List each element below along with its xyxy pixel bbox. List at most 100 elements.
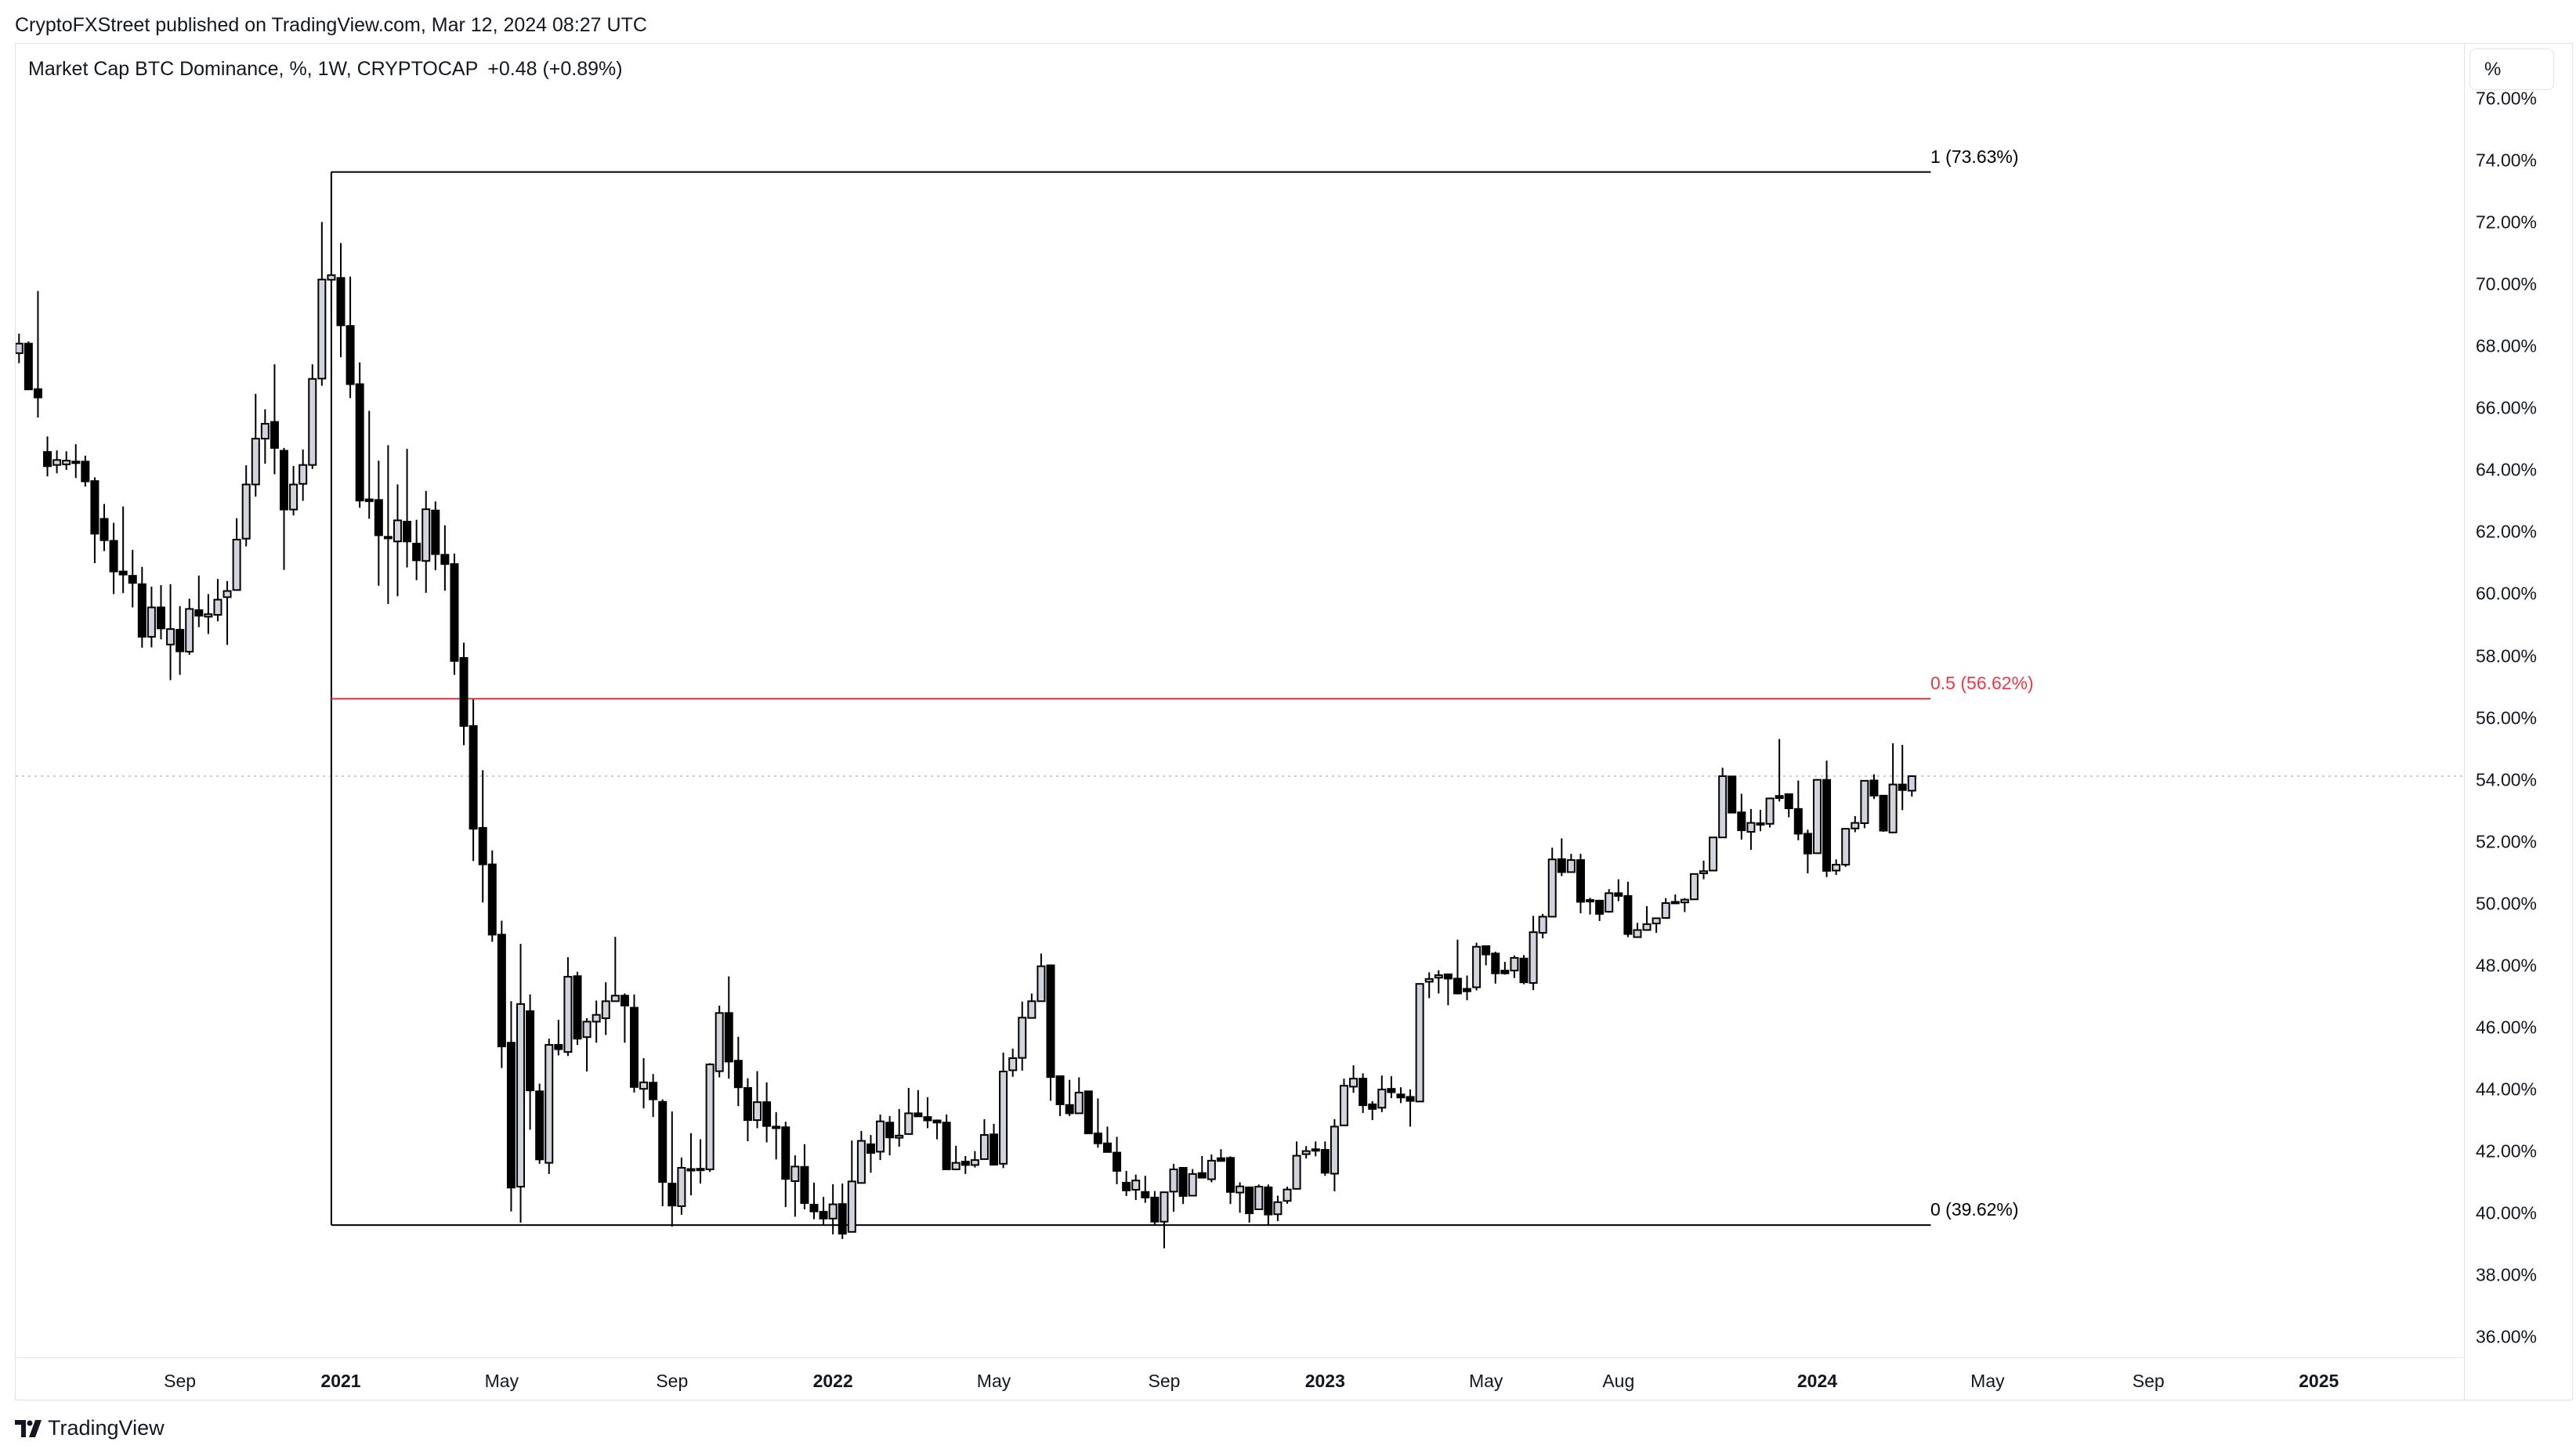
time-tick-label: 2023: [1304, 1371, 1345, 1391]
candle: [1027, 993, 1037, 1019]
time-tick-label: 2022: [812, 1371, 853, 1391]
candle-body: [1529, 931, 1538, 984]
price-axis[interactable]: [2464, 43, 2573, 1400]
candle-body: [1387, 1088, 1396, 1093]
candle: [421, 490, 431, 593]
candle: [1008, 1048, 1018, 1077]
price-tick-label: 36.00%: [2476, 1326, 2538, 1347]
candle: [545, 1039, 554, 1174]
candle-body: [1605, 892, 1614, 913]
candle: [156, 585, 165, 640]
candle: [383, 445, 393, 605]
candle-body: [43, 451, 52, 468]
candle-body: [554, 1044, 563, 1050]
candle: [1907, 775, 1916, 797]
candle-body: [1756, 822, 1765, 826]
candle-body: [885, 1122, 895, 1139]
candle: [743, 1078, 752, 1141]
candle: [1728, 775, 1737, 814]
candle-body: [232, 538, 241, 591]
candle: [668, 1111, 677, 1227]
price-tick-label: 72.00%: [2476, 211, 2538, 233]
candle-body: [856, 1140, 866, 1184]
chart-pane[interactable]: [15, 43, 2573, 1400]
candle-body: [724, 1012, 733, 1063]
candle-body: [1102, 1142, 1112, 1153]
candle-body: [866, 1143, 875, 1154]
candle-body: [876, 1120, 885, 1153]
candle-body: [819, 1211, 828, 1220]
candle-body: [33, 388, 42, 399]
candle-body: [1860, 779, 1869, 825]
candle-body: [99, 518, 109, 541]
candle: [526, 994, 535, 1130]
candle: [43, 436, 52, 477]
candle-body: [1245, 1186, 1254, 1215]
time-axis[interactable]: [15, 1357, 2464, 1400]
time-tick-label: 2025: [2299, 1371, 2339, 1391]
candle-body: [1746, 822, 1756, 833]
candle: [573, 971, 582, 1046]
candle: [1888, 743, 1898, 833]
candle-body: [1131, 1180, 1141, 1191]
candle: [1614, 879, 1623, 902]
candle: [1718, 768, 1728, 839]
candle-body: [364, 498, 374, 502]
candle: [866, 1135, 875, 1173]
candle-body: [355, 383, 364, 502]
candle-body: [1500, 970, 1510, 974]
candle-body: [1207, 1159, 1216, 1180]
candle-body: [705, 1063, 715, 1170]
candle-body: [545, 1044, 554, 1164]
candle-body: [1188, 1173, 1197, 1197]
candle-body: [478, 826, 487, 865]
candle-body: [1519, 957, 1529, 984]
candle-body: [1898, 783, 1907, 791]
candle-body: [1093, 1133, 1102, 1144]
candle: [1207, 1154, 1216, 1183]
candle: [1547, 847, 1557, 918]
candle: [364, 410, 374, 519]
candle-body: [1642, 923, 1652, 931]
price-tick-label: 48.00%: [2476, 955, 2538, 976]
candle-body: [582, 1021, 592, 1039]
candle: [62, 451, 71, 470]
candle-body: [1055, 1075, 1065, 1105]
candle: [753, 1071, 762, 1129]
candle-body: [1320, 1149, 1330, 1174]
candle: [990, 1123, 999, 1166]
candle-body: [204, 613, 213, 618]
candle-body: [1699, 870, 1709, 875]
candle: [1576, 854, 1585, 914]
candle: [185, 598, 194, 655]
percent-scale-button[interactable]: %: [2469, 49, 2554, 90]
candle-body: [327, 274, 336, 281]
candle: [1377, 1075, 1387, 1112]
candle: [1519, 955, 1529, 985]
candle: [535, 1083, 545, 1164]
candle: [847, 1140, 856, 1233]
candle-body: [772, 1126, 781, 1129]
candle-body: [412, 543, 421, 562]
candle: [1482, 945, 1491, 966]
candle-body: [1661, 902, 1670, 919]
candle: [838, 1183, 847, 1239]
candle-body: [90, 480, 99, 535]
candle-body: [904, 1112, 914, 1135]
price-tick-label: 66.00%: [2476, 397, 2538, 418]
candle-body: [16, 342, 24, 354]
candle: [336, 243, 346, 358]
time-tick-label: 2024: [1796, 1371, 1838, 1391]
candle-body: [185, 608, 194, 653]
tradingview-logo[interactable]: TradingView: [15, 1416, 165, 1440]
candle: [280, 447, 289, 570]
price-tick-label: 68.00%: [2476, 335, 2538, 356]
candle: [658, 1099, 668, 1206]
candle: [260, 409, 270, 464]
candle-body: [213, 598, 223, 616]
candle-body: [1074, 1091, 1084, 1115]
candle-body: [1633, 929, 1642, 938]
price-tick-label: 60.00%: [2476, 583, 2538, 604]
candle-body: [1084, 1090, 1093, 1135]
